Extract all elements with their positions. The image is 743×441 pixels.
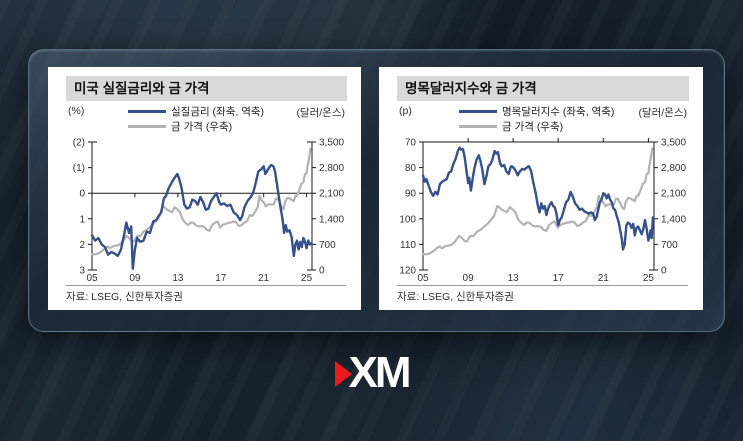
right-axis-unit-label: (달러/온스): [296, 107, 345, 119]
svg-text:90: 90: [405, 189, 417, 200]
left-axis-unit-label: (%): [68, 105, 85, 117]
dollar-index-gold-panel: 명목달러지수와 금 가격 (p) (달러/온스) 명목달러지수 (좌축, 역축)…: [379, 67, 703, 310]
source-divider: [66, 285, 346, 286]
gold-line-swatch-icon: [128, 125, 166, 128]
svg-text:0: 0: [319, 266, 325, 277]
legend-label: 금 가격 (우축): [502, 121, 564, 133]
legend-item: 실질금리 (좌축, 역축): [128, 104, 264, 119]
left-axis-unit-label: (p): [399, 105, 412, 117]
svg-text:700: 700: [319, 240, 336, 251]
svg-text:120: 120: [399, 266, 416, 277]
real-rate-legend-zone: (%) (달러/온스) 실질금리 (좌축, 역축) 금 가격 (우축): [66, 104, 345, 134]
svg-text:2: 2: [79, 240, 85, 251]
source-text: 자료: LSEG, 신한투자증권: [66, 291, 183, 303]
dollar-index-legend-zone: (p) (달러/온스) 명목달러지수 (좌축, 역축) 금 가격 (우축): [397, 104, 687, 134]
svg-text:21: 21: [258, 273, 270, 284]
svg-text:2,800: 2,800: [661, 163, 686, 174]
legend-item: 명목달러지수 (좌축, 역축): [459, 104, 614, 119]
svg-text:13: 13: [508, 273, 520, 284]
real-rate-line-swatch-icon: [128, 110, 166, 113]
svg-text:2,100: 2,100: [661, 189, 686, 200]
svg-text:3: 3: [79, 266, 85, 277]
svg-text:3,500: 3,500: [661, 138, 686, 149]
legend-item: 금 가격 (우축): [459, 119, 614, 134]
svg-text:2,100: 2,100: [319, 189, 344, 200]
legend-label: 금 가격 (우축): [171, 121, 233, 133]
svg-text:1,400: 1,400: [319, 214, 344, 225]
charts-glass-card: 미국 실질금리와 금 가격 (%) (달러/온스) 실질금리 (좌축, 역축) …: [28, 49, 725, 332]
legend-item: 금 가격 (우축): [128, 119, 264, 134]
dollar-index-line-swatch-icon: [459, 110, 497, 113]
svg-text:80: 80: [405, 163, 417, 174]
svg-text:25: 25: [301, 273, 313, 284]
legend: 실질금리 (좌축, 역축) 금 가격 (우축): [128, 104, 264, 134]
legend-label: 명목달러지수 (좌축, 역축): [502, 106, 615, 118]
xm-logo-arrow-icon: [334, 361, 352, 387]
svg-text:05: 05: [86, 273, 98, 284]
source-divider: [397, 285, 688, 286]
svg-text:09: 09: [463, 273, 475, 284]
gold-line-swatch-icon: [459, 125, 497, 128]
svg-text:(2): (2): [73, 138, 85, 149]
dollar-index-chart-title: 명목달러지수와 금 가격: [397, 76, 689, 101]
real-rate-gold-panel: 미국 실질금리와 금 가격 (%) (달러/온스) 실질금리 (좌축, 역축) …: [48, 67, 361, 310]
svg-text:17: 17: [553, 273, 565, 284]
dollar-index-gold-chart: 70 80 90 100 110 120 3,500 2,800 2,100 1,400 700 0 0…: [399, 138, 686, 285]
svg-text:09: 09: [129, 273, 141, 284]
svg-text:25: 25: [643, 273, 655, 284]
xm-logo: XM: [0, 351, 743, 395]
svg-text:1,400: 1,400: [661, 214, 686, 225]
svg-text:0: 0: [79, 189, 85, 200]
legend-label: 실질금리 (좌축, 역축): [171, 106, 265, 118]
svg-text:(1): (1): [73, 163, 85, 174]
svg-text:17: 17: [215, 273, 227, 284]
svg-text:05: 05: [417, 273, 429, 284]
real-rate-gold-chart: (2) (1) 0 1 2 3 3,500 2,800 2,100 1,400 700 0 05 09 13…: [73, 138, 345, 285]
xm-logo-text: XM: [348, 348, 412, 397]
svg-text:70: 70: [405, 138, 417, 149]
svg-text:21: 21: [598, 273, 610, 284]
svg-text:110: 110: [400, 240, 416, 251]
real-rate-chart-title: 미국 실질금리와 금 가격: [66, 76, 347, 101]
svg-text:2,800: 2,800: [319, 163, 344, 174]
svg-text:700: 700: [661, 240, 678, 251]
svg-text:100: 100: [399, 214, 416, 225]
svg-text:0: 0: [661, 266, 667, 277]
svg-text:1: 1: [79, 214, 85, 225]
right-axis-unit-label: (달러/온스): [638, 107, 687, 119]
svg-text:3,500: 3,500: [319, 138, 344, 149]
svg-text:13: 13: [172, 273, 184, 284]
source-text: 자료: LSEG, 신한투자증권: [397, 291, 514, 303]
legend: 명목달러지수 (좌축, 역축) 금 가격 (우축): [459, 104, 614, 134]
